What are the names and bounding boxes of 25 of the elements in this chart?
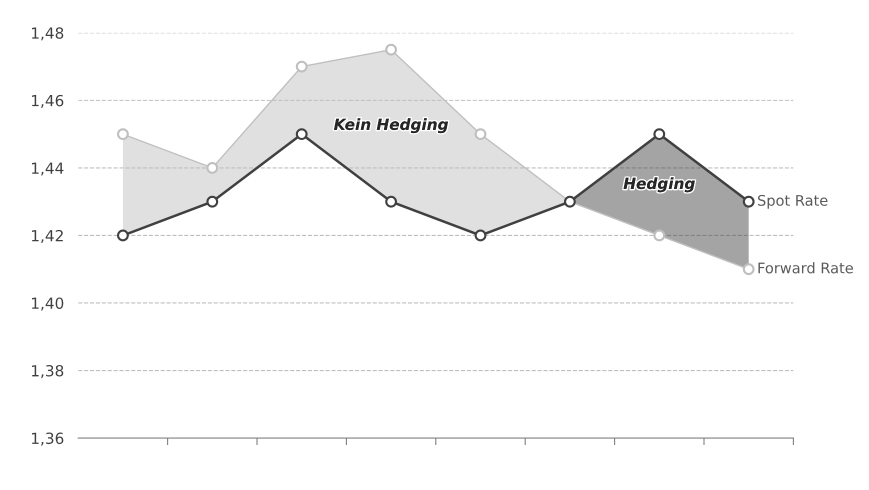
point (206, 196, 218, 208)
point (206, 162, 218, 174)
series-label: Spot Rate (758, 194, 828, 209)
point (296, 128, 308, 140)
point (385, 44, 398, 56)
point (117, 230, 129, 242)
y-tick-label: 1,36 (32, 432, 64, 446)
point (653, 230, 666, 242)
point (474, 230, 486, 242)
point (296, 60, 308, 73)
annotation: Hedging (624, 177, 695, 192)
series-label: Forward Rate (758, 262, 853, 274)
y-tick-label: 1,42 (32, 230, 63, 244)
y-tick-label: 1,40 (32, 297, 64, 311)
y-tick-label: 1,46 (32, 94, 64, 108)
y-tick-label: 1,48 (32, 27, 64, 40)
point (742, 196, 755, 208)
point (474, 128, 486, 140)
y-tick-label: 1,38 (32, 364, 64, 378)
point (117, 128, 129, 140)
point (653, 128, 666, 140)
point (742, 263, 755, 276)
y-tick-label: 1,44 (32, 162, 64, 176)
point (385, 196, 398, 208)
annotation: Kein Hedging (334, 118, 448, 134)
